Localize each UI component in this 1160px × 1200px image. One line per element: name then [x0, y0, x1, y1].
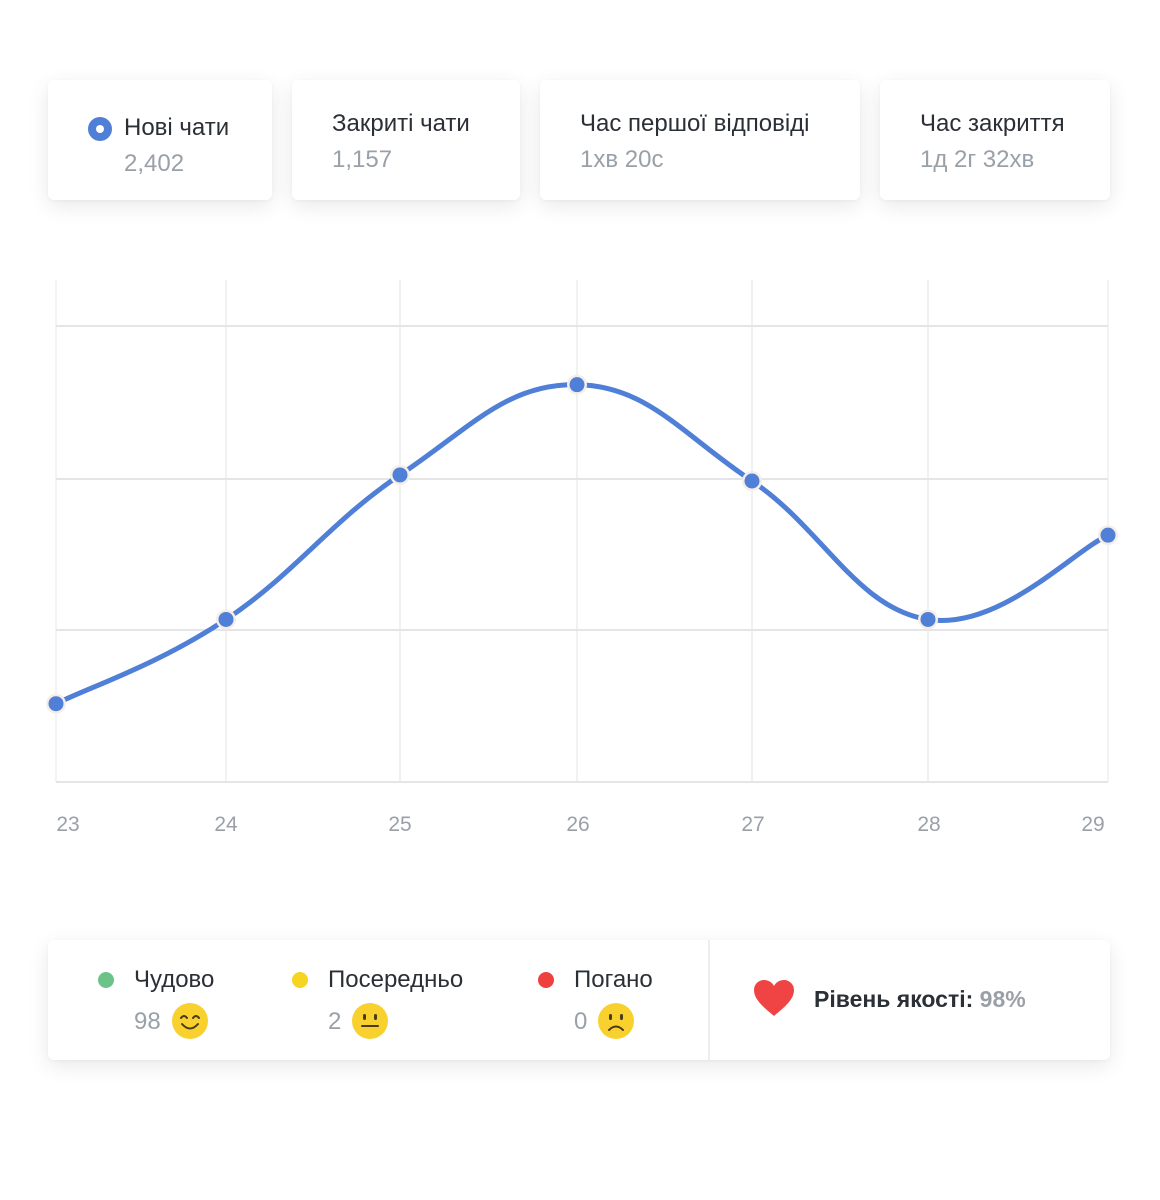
rating-count-great: 98: [134, 1008, 161, 1035]
chart-horizontal-grid: [56, 325, 1108, 783]
neutral-emoji-icon: [352, 1003, 388, 1039]
stat-value: 2,402: [124, 150, 185, 177]
x-tick-label: 23: [56, 813, 79, 836]
x-axis-ticks: 23 24 25 26 27 28 29: [56, 813, 1104, 836]
stat-card-first-response-time[interactable]: Час першої відповіді 1хв 20с: [540, 80, 860, 200]
rating-dot-bad: [538, 972, 554, 988]
rating-label-average: Посередньо: [328, 966, 464, 993]
stat-card-closed-chats[interactable]: Закриті чати 1,157: [292, 80, 520, 200]
stat-card-new-chats[interactable]: Нові чати 2,402: [48, 80, 272, 200]
rating-dot-great: [98, 972, 114, 988]
rating-dot-average: [292, 972, 308, 988]
line-chart: 23 24 25 26 27 28 29: [46, 280, 1118, 836]
x-tick-label: 28: [917, 813, 940, 836]
smile-emoji-icon: [172, 1003, 208, 1039]
quality-label: Рівень якості:: [814, 986, 974, 1012]
card-divider: [708, 940, 710, 1060]
x-tick-label: 26: [566, 813, 589, 836]
stat-title: Час першої відповіді: [580, 110, 810, 137]
stat-value: 1,157: [332, 146, 393, 173]
quality-value: 98%: [979, 986, 1026, 1012]
heart-icon: [754, 980, 794, 1016]
chart-points: [46, 374, 1118, 714]
data-point: [920, 611, 936, 627]
quality-level: Рівень якості: 98%: [814, 986, 1026, 1013]
rating-count-average: 2: [328, 1008, 342, 1035]
data-point: [569, 377, 585, 393]
stat-card-close-time[interactable]: Час закриття 1д 2г 32хв: [880, 80, 1110, 200]
x-tick-label: 29: [1081, 813, 1104, 836]
data-point: [744, 473, 760, 489]
radio-selected-icon[interactable]: [88, 117, 112, 141]
rating-label-bad: Погано: [574, 966, 653, 993]
x-tick-label: 24: [214, 813, 238, 836]
x-tick-label: 25: [388, 813, 411, 836]
rating-count-bad: 0: [574, 1008, 588, 1035]
stat-title: Час закриття: [920, 110, 1065, 137]
data-point: [48, 696, 64, 712]
satisfaction-card: Чудово 98 Посередньо 2 Погано 0 Рівень я…: [48, 940, 1110, 1060]
data-point: [392, 467, 408, 483]
x-tick-label: 27: [741, 813, 764, 836]
frown-emoji-icon: [598, 1003, 634, 1039]
stat-title: Закриті чати: [332, 110, 470, 137]
data-point: [1100, 527, 1116, 543]
stat-title: Нові чати: [124, 114, 230, 141]
rating-label-great: Чудово: [134, 966, 215, 993]
chart-vertical-grid: [55, 280, 1109, 782]
data-point: [218, 611, 234, 627]
stat-value: 1д 2г 32хв: [920, 146, 1035, 173]
series-line: [53, 382, 1111, 707]
stat-value: 1хв 20с: [580, 146, 664, 173]
